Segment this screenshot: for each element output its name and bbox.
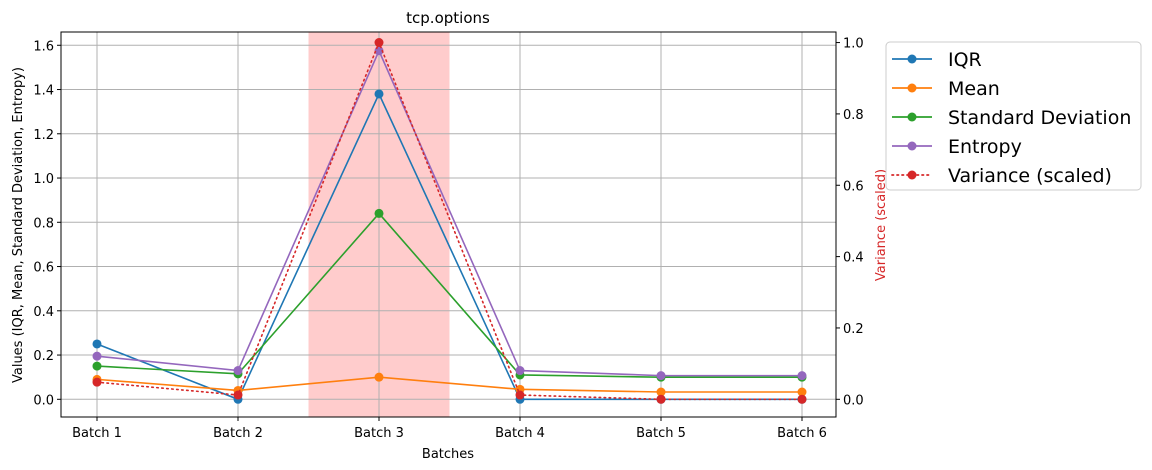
x-tick-label: Batch 2 [213, 426, 263, 441]
data-point-variance-scaled [92, 377, 102, 387]
legend-label-iqr: IQR [948, 49, 982, 71]
data-point-variance-scaled [797, 394, 807, 404]
y-tick-label: 1.2 [33, 128, 54, 143]
data-point-mean [797, 387, 807, 397]
data-point-variance-scaled [515, 390, 525, 400]
x-tick-label: Batch 5 [636, 426, 686, 441]
data-point-variance-scaled [656, 394, 666, 404]
data-point-entropy [656, 371, 666, 381]
x-tick-label: Batch 3 [354, 426, 404, 441]
right-y-tick-label: 1.0 [843, 37, 864, 52]
y-tick-label: 0.6 [33, 261, 54, 276]
series-line-variance-scaled [96, 40, 803, 401]
data-point-entropy [797, 371, 807, 381]
right-y-tick-label: 0.8 [843, 108, 864, 123]
right-y-tick-label: 0.2 [843, 322, 864, 337]
x-axis-label: Batches [422, 447, 474, 462]
legend-box [885, 41, 1142, 191]
y-tick-label: 1.6 [33, 39, 54, 54]
data-point-standard-deviation [374, 208, 384, 218]
legend-marker-iqr [907, 54, 917, 64]
y-tick-label: 1.4 [33, 84, 54, 99]
x-tick-label: Batch 6 [777, 426, 827, 441]
right-y-tick-label: 0.6 [843, 179, 864, 194]
plot-frame [60, 31, 837, 418]
data-point-entropy [515, 366, 525, 376]
plot-area: Batch 1 Batch 2 Batch 3 Batch 4 Batch 5 Batch… [33, 31, 864, 441]
legend-marker-standard-deviation [907, 112, 917, 122]
x-tick-label: Batch 1 [72, 426, 122, 441]
data-point-standard-deviation [92, 361, 102, 371]
y-tick-label: 0.2 [33, 349, 54, 364]
legend: IQR Mean Standard Deviation Entropy Variance… [885, 41, 1142, 191]
data-point-mean [374, 372, 384, 382]
y-tick-label: 0.8 [33, 216, 54, 231]
data-point-mean [656, 387, 666, 397]
legend-marker-variance-scaled [907, 170, 917, 180]
data-point-entropy [92, 351, 102, 361]
y-tick-label: 0.4 [33, 305, 54, 320]
legend-label-entropy: Entropy [948, 136, 1022, 158]
chart-title: tcp.options [406, 9, 490, 27]
right-y-tick-label: 0.0 [843, 393, 864, 408]
legend-label-standard-deviation: Standard Deviation [948, 107, 1131, 129]
x-tick-label: Batch 4 [495, 426, 545, 441]
data-point-iqr [374, 89, 384, 99]
series-line-entropy [96, 48, 802, 377]
legend-marker-mean [907, 83, 917, 93]
data-point-entropy [233, 366, 243, 376]
right-y-tick-label: 0.4 [843, 251, 864, 266]
data-point-variance-scaled [374, 38, 384, 48]
data-point-iqr [92, 339, 102, 349]
right-y-axis-label: Variance (scaled) [874, 169, 889, 281]
series-line-mean [96, 376, 802, 393]
legend-marker-entropy [907, 141, 917, 151]
legend-label-mean: Mean [948, 78, 1000, 100]
data-point-variance-scaled [233, 390, 243, 400]
y-tick-label: 0.0 [33, 393, 54, 408]
y-tick-label: 1.0 [33, 172, 54, 187]
series-line-standard-deviation [96, 212, 802, 378]
y-axis-label: Values (IQR, Mean, Standard Deviation, E… [11, 67, 26, 383]
legend-label-variance-scaled: Variance (scaled) [948, 165, 1112, 187]
